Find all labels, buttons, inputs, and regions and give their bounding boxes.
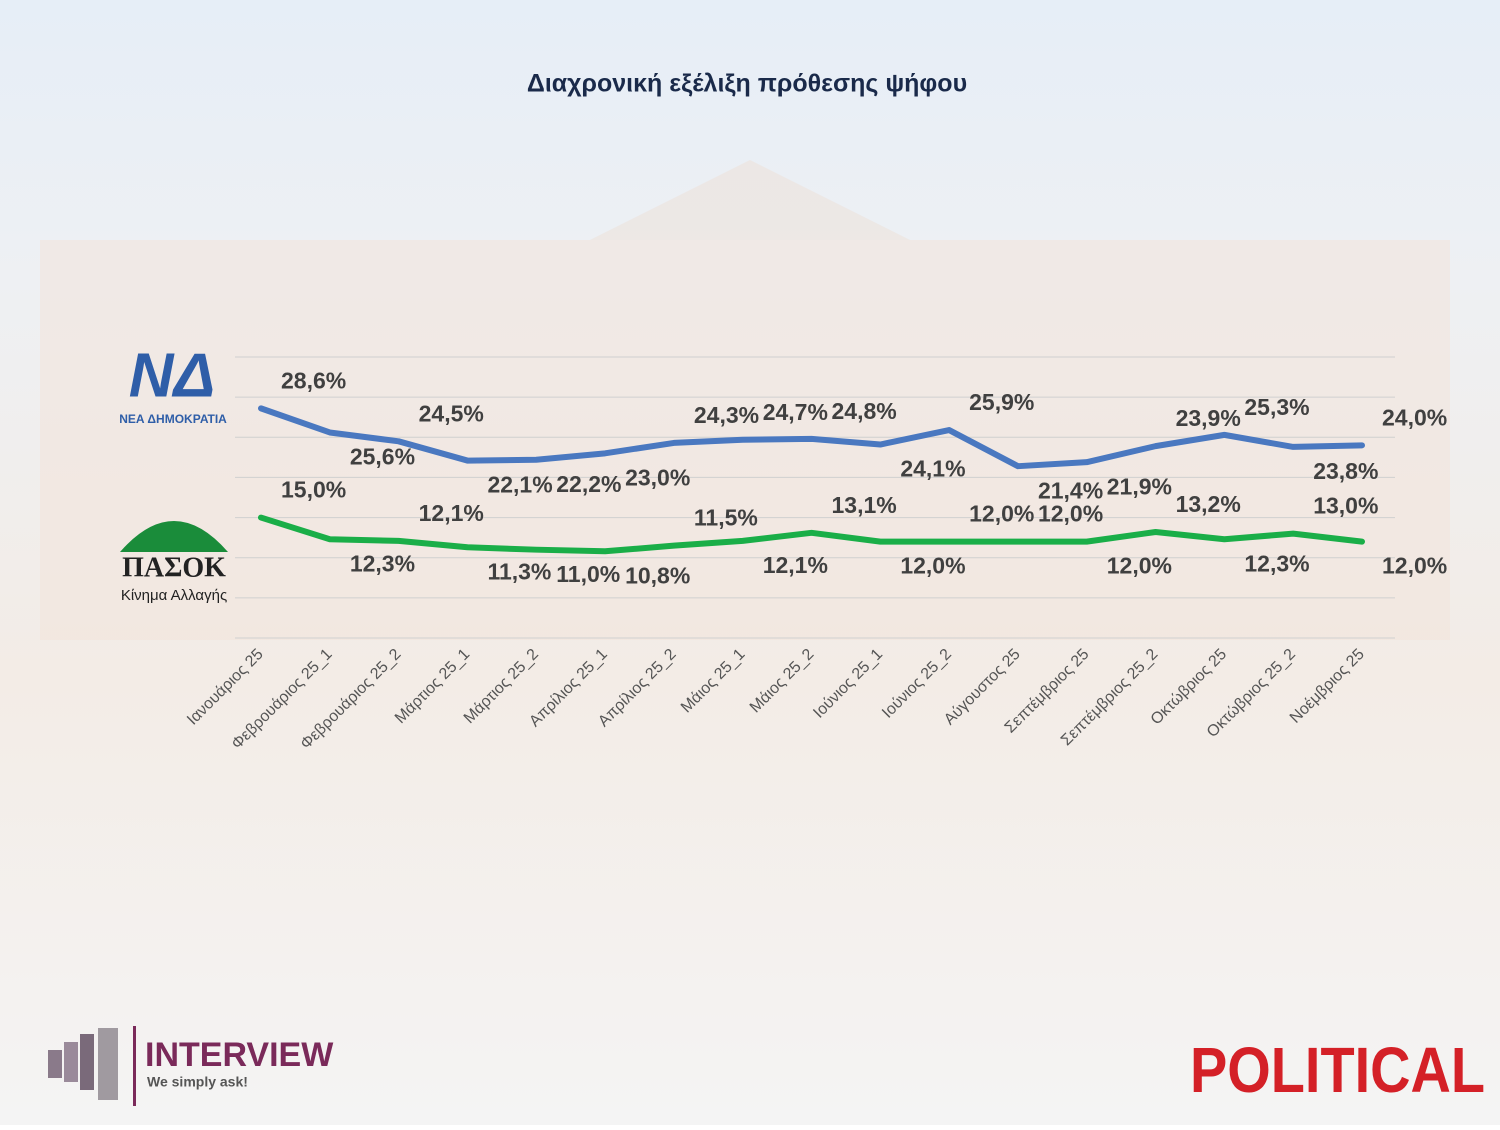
data-label: 25,9% <box>969 389 1034 415</box>
data-label: 11,5% <box>694 505 758 531</box>
data-label: 12,0% <box>969 501 1034 527</box>
legend-logo <box>120 521 228 552</box>
data-label: 11,0% <box>556 561 620 587</box>
data-label: 25,6% <box>350 444 415 470</box>
building-pediment <box>590 160 910 240</box>
data-label: 12,0% <box>1382 553 1447 579</box>
data-label: 12,3% <box>350 550 415 576</box>
data-label: 24,8% <box>832 398 897 424</box>
series-line <box>258 514 1365 555</box>
data-label: 24,5% <box>419 400 484 426</box>
data-label: 11,3% <box>487 558 551 584</box>
data-label: 10,8% <box>625 562 690 588</box>
data-label: 12,3% <box>1244 550 1309 576</box>
data-label: 23,9% <box>1176 405 1241 431</box>
logo-bar <box>98 1028 118 1100</box>
logo-bar <box>48 1050 62 1078</box>
logo-divider <box>133 1026 136 1106</box>
brand-tagline: We simply ask! <box>147 1074 248 1090</box>
data-label: 23,0% <box>625 464 690 490</box>
data-label: 15,0% <box>281 477 346 503</box>
data-label: 13,1% <box>832 492 897 518</box>
legend-subtitle: Κίνημα Αλλαγής <box>121 587 227 604</box>
brand-right: POLITICAL <box>1190 1034 1485 1106</box>
data-label: 21,4% <box>1038 477 1103 503</box>
data-label: 12,1% <box>763 552 828 578</box>
data-label: 24,7% <box>763 399 828 425</box>
data-label: 12,0% <box>1107 553 1172 579</box>
data-label: 24,0% <box>1382 404 1447 430</box>
data-label: 12,0% <box>900 553 965 579</box>
data-label: 25,3% <box>1244 394 1309 420</box>
data-label: 23,8% <box>1313 458 1378 484</box>
data-label: 24,3% <box>694 402 759 428</box>
data-label: 21,9% <box>1107 473 1172 499</box>
data-label: 12,1% <box>419 500 484 526</box>
chart-title: Διαχρονική εξέλιξη πρόθεσης ψήφου <box>527 70 967 98</box>
data-label: 22,2% <box>556 471 621 497</box>
logo-bar <box>80 1034 94 1090</box>
data-label: 22,1% <box>487 472 552 498</box>
brand-left: INTERVIEW <box>145 1036 334 1074</box>
data-label: 13,2% <box>1176 491 1241 517</box>
legend-label: ΠΑΣΟΚ <box>122 552 226 583</box>
data-label: 24,1% <box>900 456 965 482</box>
data-label: 12,0% <box>1038 501 1103 527</box>
logo-bar <box>64 1042 78 1082</box>
data-label: 13,0% <box>1313 493 1378 519</box>
interview-logo <box>48 1026 136 1106</box>
legend-logo: ΝΔ <box>129 341 215 410</box>
data-label: 28,6% <box>281 367 346 393</box>
legend-label: ΝΕΑ ΔΗΜΟΚΡΑΤΙΑ <box>119 412 227 426</box>
series-line <box>258 405 1365 470</box>
